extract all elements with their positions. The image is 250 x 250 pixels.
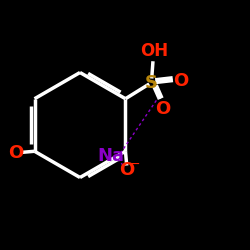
Text: −: −: [130, 158, 140, 171]
Text: S: S: [145, 74, 158, 92]
Text: O: O: [119, 161, 134, 179]
Text: O: O: [8, 144, 24, 162]
Text: OH: OH: [140, 42, 168, 60]
Text: O: O: [173, 72, 188, 90]
Text: Na: Na: [97, 147, 124, 165]
Text: O: O: [155, 100, 170, 117]
